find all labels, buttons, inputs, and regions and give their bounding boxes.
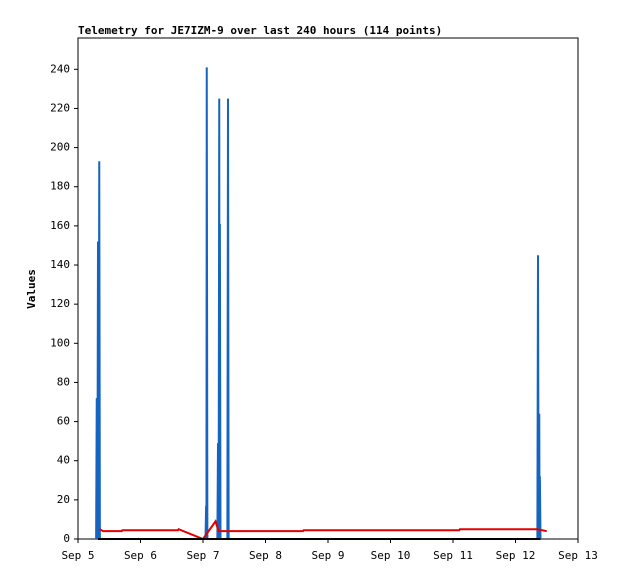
y-tick-label: 200 [50, 141, 70, 154]
y-tick-label: 20 [57, 493, 70, 506]
x-tick-label: Sep 12 [496, 549, 536, 562]
x-tick-label: Sep 7 [186, 549, 219, 562]
x-tick-label: Sep 5 [61, 549, 94, 562]
x-tick-label: Sep 6 [124, 549, 157, 562]
x-tick-label: Sep 11 [433, 549, 473, 562]
y-tick-label: 120 [50, 297, 70, 310]
x-tick-label: Sep 13 [558, 549, 598, 562]
y-tick-label: 40 [57, 454, 70, 467]
y-axis-label: Values [25, 269, 38, 309]
y-tick-label: 160 [50, 219, 70, 232]
y-tick-label: 60 [57, 415, 70, 428]
y-tick-label: 240 [50, 62, 70, 75]
x-tick-label: Sep 8 [249, 549, 282, 562]
x-tick-label: Sep 10 [371, 549, 411, 562]
y-tick-label: 140 [50, 258, 70, 271]
series-line [99, 519, 547, 541]
y-tick-label: 180 [50, 180, 70, 193]
y-tick-label: 100 [50, 336, 70, 349]
x-tick-label: Sep 9 [311, 549, 344, 562]
y-tick-label: 0 [63, 532, 70, 545]
chart-title: Telemetry for JE7IZM-9 over last 240 hou… [78, 24, 442, 37]
y-tick-label: 80 [57, 375, 70, 388]
y-tick-label: 220 [50, 101, 70, 114]
